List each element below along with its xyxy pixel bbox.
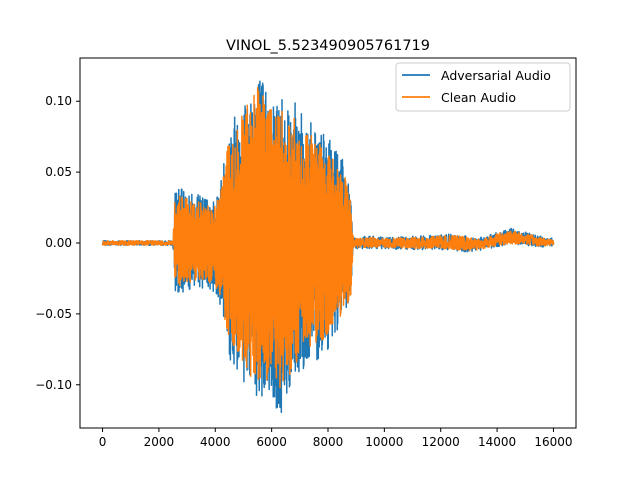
y-tick-label: −0.05 (35, 307, 72, 321)
x-tick-label: 4000 (200, 435, 231, 449)
legend-box (395, 62, 571, 112)
y-tick-label: 0.05 (45, 165, 72, 179)
series-layer (101, 80, 555, 414)
x-tick-label: 16000 (534, 435, 572, 449)
legend-label-adversarial: Adversarial Audio (441, 68, 551, 83)
y-tick-label: −0.10 (35, 378, 72, 392)
x-tick-label: 12000 (422, 435, 460, 449)
legend-label-clean: Clean Audio (441, 90, 516, 105)
x-tick-label: 6000 (256, 435, 287, 449)
series-line-clean (101, 86, 555, 389)
x-tick-label: 8000 (313, 435, 344, 449)
x-tick-label: 14000 (478, 435, 516, 449)
x-tick-label: 0 (99, 435, 107, 449)
y-tick-label: 0.00 (45, 236, 72, 250)
x-tick-label: 2000 (144, 435, 175, 449)
legend: Adversarial Audio Clean Audio (395, 62, 571, 112)
x-axis: 0 2000 4000 6000 8000 10000 12000 14000 16000 (99, 428, 573, 449)
y-tick-label: 0.10 (45, 94, 72, 108)
chart-title: VINOL_5.523490905761719 (226, 38, 430, 54)
y-axis: −0.10 −0.05 0.00 0.05 0.10 (35, 94, 80, 392)
x-tick-label: 10000 (365, 435, 403, 449)
